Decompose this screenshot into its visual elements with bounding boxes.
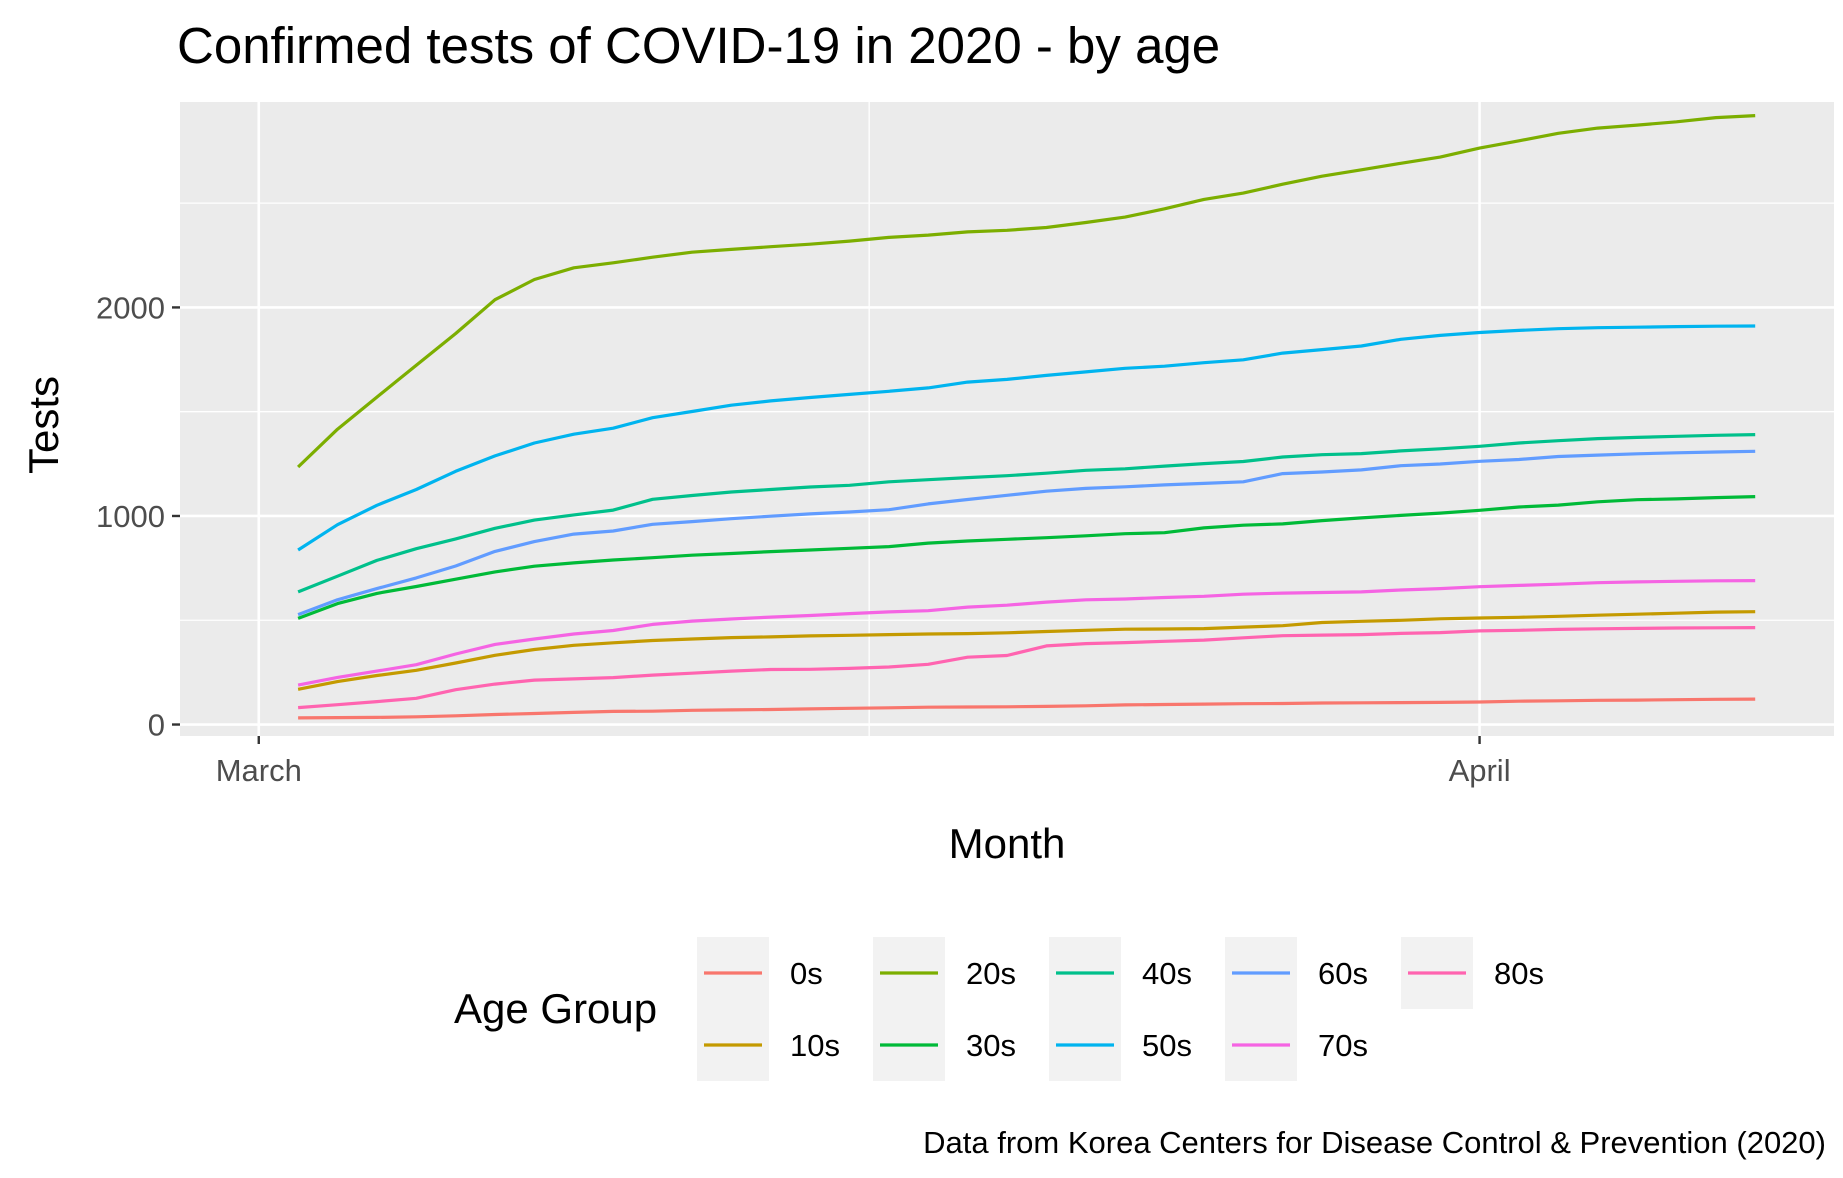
series-line-60s: [297, 449, 1756, 617]
legend-title: Age Group: [454, 985, 657, 1032]
x-tick-label: April: [1449, 753, 1511, 788]
x-axis: March April: [216, 736, 1511, 788]
y-tick-label: 1000: [96, 499, 165, 534]
series-line-20s: [296, 114, 1756, 469]
series-line-30s: [297, 495, 1756, 620]
y-tick-label: 2000: [96, 290, 165, 325]
series-line-70s: [297, 578, 1756, 687]
x-axis-label: Month: [949, 820, 1066, 867]
caption: Data from Korea Centers for Disease Cont…: [923, 1125, 1826, 1160]
series-line-80s: [297, 625, 1756, 710]
series-lines: [296, 114, 1756, 720]
legend: 0s 10s 20s 30s 40s 50s 60s 70s 80s: [697, 937, 1544, 1081]
legend-label-30s: 30s: [966, 1028, 1016, 1063]
series-line-10s: [297, 610, 1756, 691]
series-line-0s: [298, 697, 1756, 720]
legend-label-60s: 60s: [1318, 956, 1368, 991]
series-line-40s: [297, 433, 1756, 594]
legend-label-40s: 40s: [1142, 956, 1192, 991]
legend-label-70s: 70s: [1318, 1028, 1368, 1063]
legend-label-10s: 10s: [790, 1028, 840, 1063]
grid-minor: [180, 102, 1834, 736]
plot-panel: [180, 102, 1834, 736]
series-line-50s: [297, 324, 1756, 552]
chart-title: Confirmed tests of COVID-19 in 2020 - by…: [177, 17, 1220, 74]
y-axis: 0 1000 2000: [96, 290, 180, 743]
y-tick-label: 0: [148, 708, 165, 743]
legend-label-80s: 80s: [1494, 956, 1544, 991]
legend-label-0s: 0s: [790, 956, 823, 991]
y-axis-label: Tests: [20, 376, 67, 474]
x-tick-label: March: [216, 753, 302, 788]
legend-label-50s: 50s: [1142, 1028, 1192, 1063]
legend-label-20s: 20s: [966, 956, 1016, 991]
